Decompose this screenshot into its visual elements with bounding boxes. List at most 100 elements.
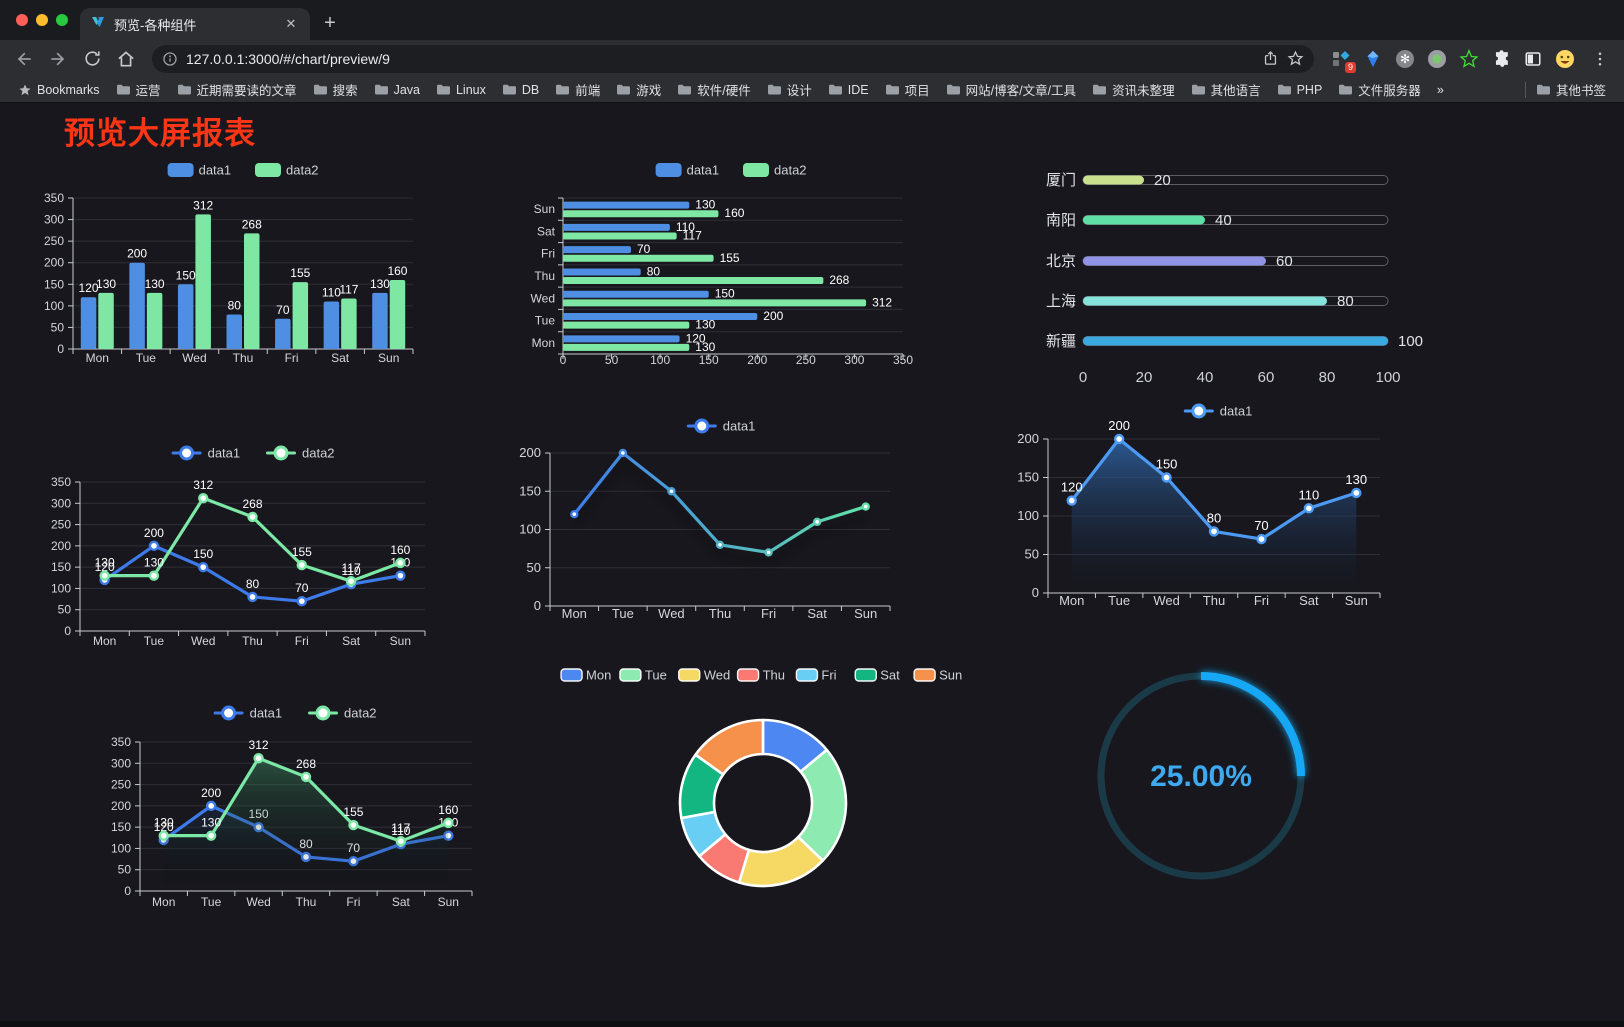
home-button[interactable]	[112, 45, 140, 73]
svg-text:data1: data1	[1220, 404, 1253, 419]
legend[interactable]: data1 data2	[213, 705, 377, 721]
bookmark-folder-软件/硬件[interactable]: 软件/硬件	[671, 78, 756, 101]
window-controls[interactable]	[16, 14, 68, 26]
tab-close-icon[interactable]: ✕	[285, 16, 297, 31]
bookmark-folder-IDE[interactable]: IDE	[822, 81, 875, 99]
svg-text:70: 70	[295, 581, 309, 595]
bookmark-label: 软件/硬件	[697, 84, 751, 98]
svg-text:150: 150	[193, 547, 213, 561]
svg-text:155: 155	[290, 266, 310, 280]
bookmark-label: 设计	[786, 84, 812, 98]
new-tab-button[interactable]: +	[324, 12, 336, 34]
address-bar[interactable]: 127.0.0.1:3000/#/chart/preview/9	[152, 44, 1314, 73]
url-text[interactable]: 127.0.0.1:3000/#/chart/preview/9	[186, 50, 390, 67]
slice-Sun	[694, 718, 765, 776]
svg-text:120: 120	[79, 281, 99, 295]
window-zoom-button[interactable]	[56, 14, 68, 26]
svg-text:Wed: Wed	[531, 291, 555, 305]
svg-text:200: 200	[44, 256, 64, 270]
bookmark-folder-资讯未整理[interactable]: 资讯未整理	[1086, 78, 1181, 101]
bookmark-folder-设计[interactable]: 设计	[761, 78, 818, 101]
bookmarks-item[interactable]: Bookmarks	[12, 81, 106, 99]
svg-text:0: 0	[57, 342, 64, 356]
svg-text:150: 150	[51, 560, 71, 574]
bookmark-folder-项目[interactable]: 项目	[879, 78, 936, 101]
legend[interactable]: data1 data2	[167, 163, 319, 178]
svg-text:Mon: Mon	[152, 895, 175, 909]
svg-text:data1: data1	[199, 163, 232, 178]
legend[interactable]: data1	[686, 418, 756, 434]
svg-text:Tue: Tue	[1108, 593, 1130, 608]
extension-blue-gem-icon[interactable]	[1362, 48, 1384, 70]
extension-emoji-face-icon[interactable]	[1554, 48, 1576, 70]
bookmark-folder-Java[interactable]: Java	[368, 81, 426, 99]
browser-tab[interactable]: 预览-各种组件 ✕	[80, 8, 310, 40]
browser-menu-icon[interactable]	[1586, 45, 1614, 73]
bookmark-folder-其他语言[interactable]: 其他语言	[1185, 78, 1267, 101]
extension-sidebar-toggle-icon[interactable]	[1522, 48, 1544, 70]
extension-green-star-icon[interactable]	[1458, 48, 1480, 70]
window-minimize-button[interactable]	[36, 14, 48, 26]
forward-button[interactable]	[44, 45, 72, 73]
svg-text:200: 200	[1108, 418, 1130, 433]
legend[interactable]: data1 data2	[171, 445, 335, 461]
bookmark-folder-DB[interactable]: DB	[496, 81, 545, 99]
svg-text:120: 120	[1061, 480, 1083, 495]
svg-text:350: 350	[51, 475, 71, 489]
bookmark-folder-近期需要读的文章[interactable]: 近期需要读的文章	[171, 78, 303, 101]
svg-text:0: 0	[64, 624, 71, 638]
back-button[interactable]	[10, 45, 38, 73]
svg-text:Thu: Thu	[233, 351, 254, 365]
bookmark-star-icon[interactable]	[1287, 50, 1304, 67]
site-info-icon[interactable]	[162, 51, 178, 67]
other-bookmarks-folder[interactable]: 其他书签	[1530, 78, 1612, 101]
svg-text:155: 155	[343, 805, 363, 819]
svg-text:160: 160	[390, 543, 410, 557]
extension-grid-badge-icon[interactable]: 9	[1330, 48, 1356, 73]
folder-icon	[502, 84, 516, 95]
reload-button[interactable]	[78, 45, 106, 73]
legend[interactable]: data1	[1183, 403, 1253, 419]
svg-text:Thu: Thu	[1203, 593, 1225, 608]
svg-text:Mon: Mon	[586, 668, 611, 683]
svg-text:Sat: Sat	[342, 634, 361, 648]
extension-snowflake-circle-icon[interactable]: ✻	[1394, 48, 1416, 70]
window-close-button[interactable]	[16, 14, 28, 26]
bookmark-folder-Linux[interactable]: Linux	[430, 81, 492, 99]
svg-text:Tue: Tue	[144, 634, 165, 648]
svg-text:南阳: 南阳	[1046, 212, 1076, 229]
extension-dot-circle-icon[interactable]	[1426, 48, 1448, 70]
svg-text:50: 50	[58, 603, 72, 617]
svg-text:Sun: Sun	[534, 202, 555, 216]
bookmark-folder-网站/博客/文章/工具[interactable]: 网站/博客/文章/工具	[940, 78, 1082, 101]
share-icon[interactable]	[1262, 50, 1279, 67]
svg-text:120: 120	[686, 331, 706, 345]
svg-text:20: 20	[1154, 172, 1171, 189]
bookmark-folder-文件服务器[interactable]: 文件服务器	[1332, 78, 1427, 101]
svg-text:80: 80	[647, 264, 661, 278]
svg-text:Thu: Thu	[763, 668, 785, 683]
bookmark-folder-搜索[interactable]: 搜索	[307, 78, 364, 101]
svg-text:0: 0	[1079, 369, 1087, 386]
bookmark-folder-前端[interactable]: 前端	[549, 78, 606, 101]
extension-puzzle-icon[interactable]	[1490, 48, 1512, 70]
svg-text:110: 110	[322, 286, 341, 300]
svg-text:Mon: Mon	[86, 351, 109, 365]
svg-text:Fri: Fri	[285, 351, 299, 365]
legend[interactable]: Mon Tue Wed Thu Fri Sat Sun	[560, 668, 962, 683]
bookmarks-star-icon	[19, 83, 31, 95]
svg-text:100: 100	[650, 353, 670, 367]
bookmark-folder-运营[interactable]: 运营	[110, 78, 167, 101]
bookmark-label: 资讯未整理	[1112, 84, 1175, 98]
series-data2: 130 130 312 268 155 117 160	[96, 198, 408, 349]
bookmark-folder-PHP[interactable]: PHP	[1271, 81, 1329, 99]
svg-text:Thu: Thu	[296, 895, 317, 909]
svg-text:80: 80	[228, 298, 242, 312]
svg-text:80: 80	[1319, 369, 1336, 386]
bookmark-folder-游戏[interactable]: 游戏	[610, 78, 667, 101]
bookmark-label: Bookmarks	[37, 82, 100, 97]
bookmark-label: 其他语言	[1210, 84, 1261, 98]
legend[interactable]: data1 data2	[655, 163, 807, 178]
bookmarks-overflow-chevron[interactable]: »	[1436, 82, 1444, 97]
